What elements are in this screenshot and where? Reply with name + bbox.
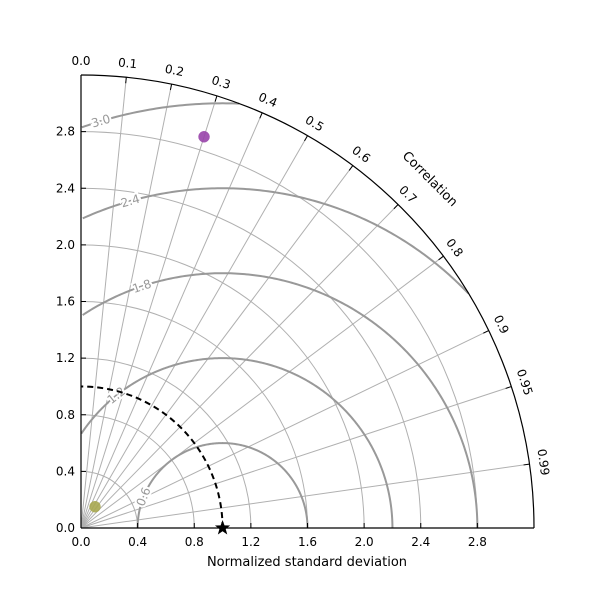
correlation-tick-label: 0.1: [118, 55, 138, 71]
rms-contour-label: 2.4: [119, 192, 141, 211]
y-tick-label: 0.4: [56, 464, 75, 478]
rms-contour: [80, 357, 394, 529]
y-tick-label: 2.4: [56, 181, 75, 195]
y-tick-label: 2.0: [56, 238, 75, 252]
correlation-tick-label: 0.2: [164, 62, 186, 80]
correlation-tick-label: 0.7: [396, 183, 419, 206]
x-tick-label: 0.0: [71, 535, 90, 549]
outer-arc: [80, 74, 535, 529]
correlation-tick-label: 0.8: [443, 236, 466, 260]
axis-ticks: 0.00.00.40.40.80.81.21.21.61.62.02.02.42…: [56, 54, 552, 549]
correlation-tick-label: 0.4: [256, 90, 279, 110]
rms-contour: [136, 442, 309, 528]
data-point: [89, 500, 101, 513]
data-point: [198, 131, 210, 143]
x-tick-label: 2.4: [411, 535, 430, 549]
grid-layer: [80, 77, 530, 529]
plot-frame: [80, 74, 535, 529]
reference-star: [214, 520, 231, 535]
x-tick-label: 1.6: [298, 535, 317, 549]
correlation-tick-label: 0.5: [303, 113, 327, 135]
rms-contour-label: 1.8: [131, 277, 154, 296]
reference-std-arc: [80, 385, 224, 529]
correlation-tick: [304, 135, 308, 142]
std-gridline: [80, 470, 139, 529]
x-tick-label: 2.0: [355, 535, 374, 549]
correlation-tick-label: 0.3: [210, 73, 232, 92]
std-gridline: [80, 414, 195, 529]
correlation-tick: [523, 463, 530, 466]
correlation-tick-label: 0.95: [514, 367, 536, 397]
std-gridline: [80, 357, 252, 529]
y-tick-label: 1.2: [56, 351, 75, 365]
correlation-tick-label: 0.0: [71, 54, 90, 68]
correlation-tick: [214, 95, 218, 102]
std-gridline: [80, 301, 308, 529]
correlation-tick: [348, 165, 354, 171]
x-axis-label: Normalized standard deviation: [207, 555, 407, 570]
rms-contour: [82, 187, 470, 295]
data-points: [89, 131, 231, 535]
rms-contour: [82, 272, 479, 529]
y-tick-label: 2.8: [56, 125, 75, 139]
correlation-tick: [169, 84, 173, 91]
y-tick-label: 0.0: [56, 521, 75, 535]
correlation-tick: [438, 255, 444, 261]
correlation-tick: [483, 330, 489, 334]
correlation-tick: [505, 386, 512, 389]
x-tick-label: 1.2: [241, 535, 260, 549]
correlation-tick-label: 0.9: [491, 313, 512, 336]
std-gridline: [80, 244, 365, 529]
x-tick-label: 0.4: [128, 535, 147, 549]
correlation-tick: [125, 77, 127, 84]
x-tick-label: 2.8: [468, 535, 487, 549]
rms-contour: [81, 102, 240, 129]
std-gridline: [80, 187, 422, 529]
y-tick-label: 1.6: [56, 295, 75, 309]
rms-contour-label: 3.0: [90, 112, 112, 131]
correlation-tick: [393, 204, 399, 210]
x-tick-label: 0.8: [185, 535, 204, 549]
std-gridline: [80, 131, 478, 529]
y-tick-label: 0.8: [56, 408, 75, 422]
correlation-tick-label: 0.99: [535, 448, 553, 476]
correlation-tick-label: 0.6: [349, 143, 373, 166]
correlation-tick: [259, 112, 263, 119]
